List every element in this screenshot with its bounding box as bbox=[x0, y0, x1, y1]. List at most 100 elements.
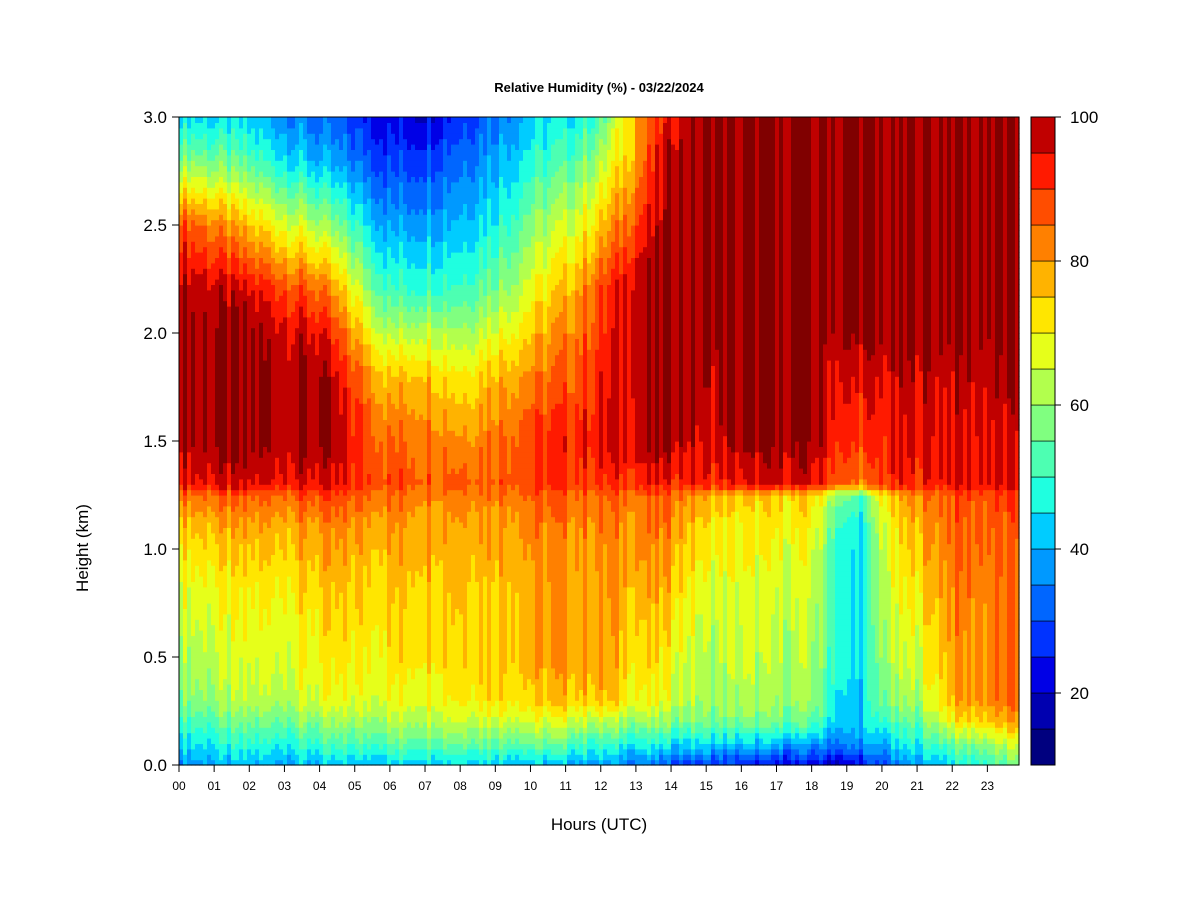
heatmap-cell bbox=[179, 128, 184, 134]
heatmap-cell bbox=[295, 646, 300, 652]
heatmap-cell bbox=[199, 679, 204, 685]
heatmap-cell bbox=[323, 203, 328, 209]
heatmap-cell bbox=[227, 301, 232, 307]
heatmap-cell bbox=[307, 247, 312, 253]
heatmap-cell bbox=[291, 625, 296, 631]
heatmap-cell bbox=[283, 355, 288, 361]
heatmap-cell bbox=[251, 565, 256, 571]
heatmap-cell bbox=[259, 257, 264, 263]
heatmap-cell bbox=[183, 247, 188, 253]
heatmap-cell bbox=[279, 446, 284, 452]
heatmap-cell bbox=[223, 419, 228, 425]
heatmap-cell bbox=[283, 117, 288, 123]
heatmap-cell bbox=[215, 252, 220, 258]
heatmap-cell bbox=[343, 544, 348, 550]
heatmap-cell bbox=[183, 306, 188, 312]
heatmap-cell bbox=[327, 333, 332, 339]
heatmap-cell bbox=[239, 225, 244, 231]
heatmap-cell bbox=[307, 257, 312, 263]
heatmap-cell bbox=[279, 419, 284, 425]
heatmap-cell bbox=[299, 241, 304, 247]
heatmap-cell bbox=[339, 662, 344, 668]
heatmap-cell bbox=[339, 290, 344, 296]
chart-title: Relative Humidity (%) - 03/22/2024 bbox=[494, 80, 704, 95]
heatmap-cell bbox=[215, 538, 220, 544]
heatmap-cell bbox=[291, 738, 296, 744]
heatmap-cell bbox=[199, 608, 204, 614]
heatmap-cell bbox=[275, 263, 280, 269]
heatmap-cell bbox=[207, 630, 212, 636]
heatmap-cell bbox=[187, 284, 192, 290]
heatmap-cell bbox=[191, 722, 196, 728]
heatmap-cell bbox=[311, 598, 316, 604]
heatmap-cell bbox=[247, 268, 252, 274]
heatmap-cell bbox=[195, 187, 200, 193]
heatmap-cell bbox=[315, 652, 320, 658]
heatmap-cell bbox=[231, 630, 236, 636]
heatmap-cell bbox=[339, 749, 344, 755]
heatmap-cell bbox=[271, 344, 276, 350]
heatmap-cell bbox=[279, 689, 284, 695]
heatmap-cell bbox=[267, 700, 272, 706]
heatmap-cell bbox=[179, 306, 184, 312]
heatmap-cell bbox=[327, 484, 332, 490]
heatmap-cell bbox=[323, 500, 328, 506]
heatmap-cell bbox=[239, 214, 244, 220]
heatmap-cell bbox=[187, 301, 192, 307]
heatmap-cell bbox=[323, 419, 328, 425]
heatmap-cell bbox=[339, 506, 344, 512]
heatmap-cell bbox=[339, 700, 344, 706]
heatmap-cell bbox=[335, 117, 340, 123]
heatmap-cell bbox=[203, 479, 208, 485]
heatmap-cell bbox=[223, 128, 228, 134]
heatmap-cell bbox=[327, 641, 332, 647]
heatmap-cell bbox=[243, 695, 248, 701]
heatmap-cell bbox=[219, 376, 224, 382]
heatmap-cell bbox=[231, 711, 236, 717]
heatmap-cell bbox=[335, 441, 340, 447]
heatmap-cell bbox=[231, 128, 236, 134]
heatmap-cell bbox=[335, 301, 340, 307]
heatmap-cell bbox=[287, 403, 292, 409]
heatmap-cell bbox=[203, 500, 208, 506]
heatmap-cell bbox=[187, 738, 192, 744]
heatmap-cell bbox=[307, 430, 312, 436]
heatmap-cell bbox=[239, 274, 244, 280]
heatmap-cell bbox=[267, 554, 272, 560]
heatmap-cell bbox=[291, 684, 296, 690]
heatmap-cell bbox=[303, 668, 308, 674]
heatmap-cell bbox=[191, 635, 196, 641]
heatmap-cell bbox=[203, 490, 208, 496]
heatmap-cell bbox=[335, 203, 340, 209]
heatmap-cell bbox=[307, 322, 312, 328]
heatmap-cell bbox=[303, 560, 308, 566]
heatmap-cell bbox=[319, 117, 324, 123]
heatmap-cell bbox=[255, 376, 260, 382]
heatmap-cell bbox=[311, 436, 316, 442]
heatmap-cell bbox=[275, 495, 280, 501]
heatmap-cell bbox=[335, 554, 340, 560]
heatmap-cell bbox=[195, 328, 200, 334]
heatmap-cell bbox=[315, 193, 320, 199]
heatmap-cell bbox=[227, 425, 232, 431]
heatmap-cell bbox=[203, 754, 208, 760]
heatmap-cell bbox=[287, 603, 292, 609]
heatmap-cell bbox=[327, 193, 332, 199]
heatmap-cell bbox=[243, 619, 248, 625]
heatmap-cell bbox=[307, 473, 312, 479]
heatmap-cell bbox=[335, 409, 340, 415]
heatmap-cell bbox=[331, 625, 336, 631]
heatmap-cell bbox=[271, 738, 276, 744]
heatmap-cell bbox=[215, 387, 220, 393]
heatmap-cell bbox=[179, 630, 184, 636]
heatmap-cell bbox=[207, 430, 212, 436]
heatmap-cell bbox=[275, 284, 280, 290]
heatmap-cell bbox=[331, 387, 336, 393]
heatmap-cell bbox=[183, 500, 188, 506]
heatmap-cell bbox=[187, 317, 192, 323]
heatmap-cell bbox=[267, 441, 272, 447]
heatmap-cell bbox=[191, 209, 196, 215]
heatmap-cell bbox=[335, 284, 340, 290]
heatmap-cell bbox=[323, 392, 328, 398]
heatmap-cell bbox=[339, 614, 344, 620]
